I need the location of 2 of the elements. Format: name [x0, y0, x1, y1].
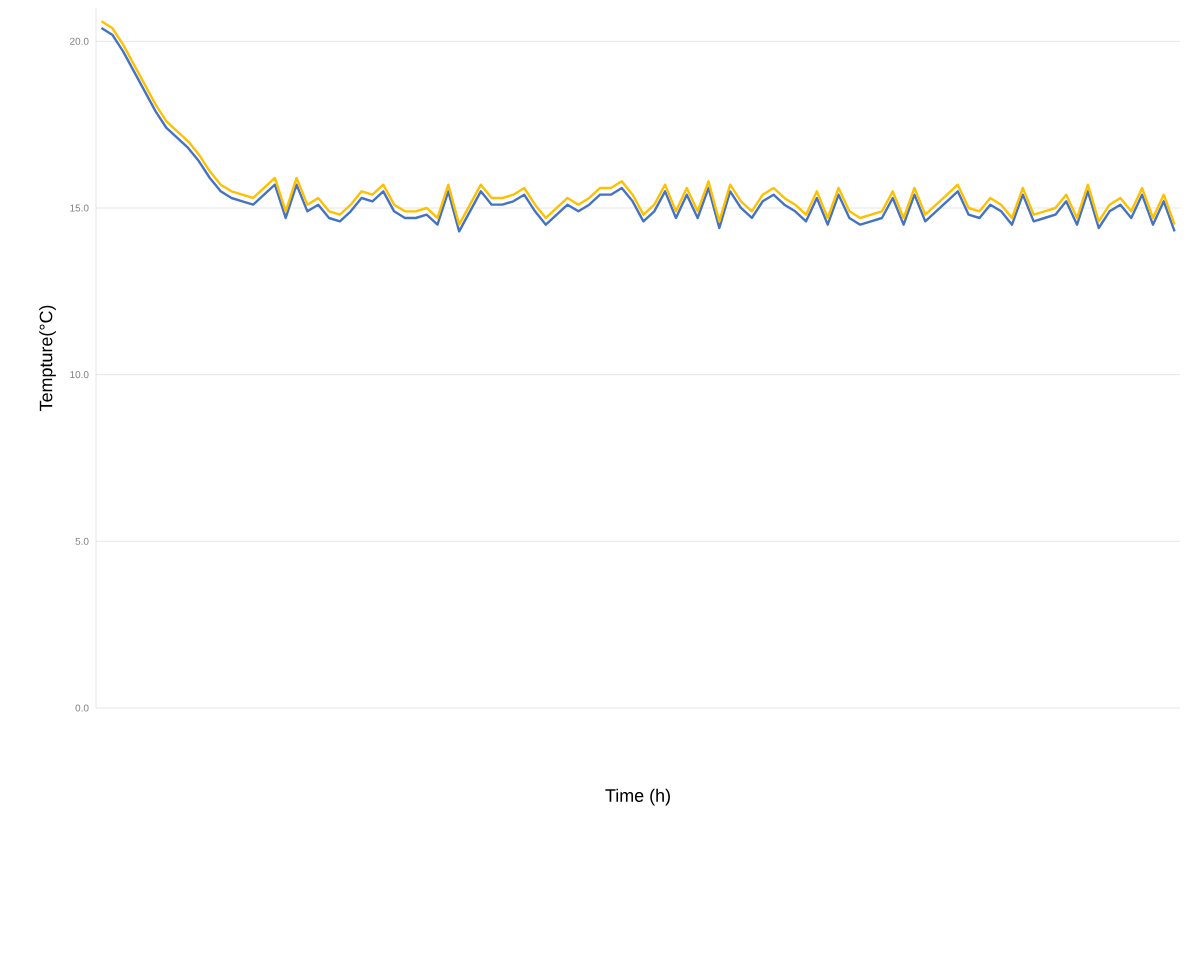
- x-axis-title: Time (h): [605, 788, 670, 806]
- y-axis-title: Tempture(°C): [39, 305, 56, 411]
